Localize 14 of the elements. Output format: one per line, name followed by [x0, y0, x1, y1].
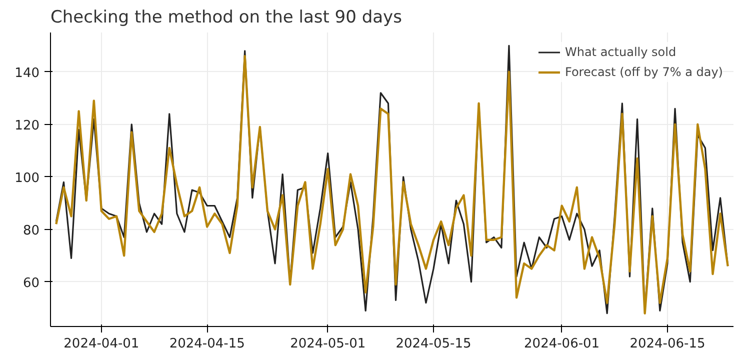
- y-tick-label: 120: [14, 118, 40, 134]
- x-tick-label: 2024-06-01: [524, 336, 600, 350]
- chart-title: Checking the method on the last 90 days: [50, 8, 402, 28]
- x-tick-label: 2024-04-01: [64, 336, 140, 350]
- y-tick-label: 80: [22, 223, 40, 238]
- y-tick-label: 140: [14, 66, 40, 81]
- y-tick-label: 60: [22, 276, 40, 291]
- y-tick-label: 100: [14, 170, 40, 186]
- x-tick-label: 2024-06-15: [630, 336, 706, 350]
- x-tick-label: 2024-05-15: [396, 336, 472, 350]
- x-tick-label: 2024-04-15: [169, 336, 245, 350]
- legend-label: What actually sold: [564, 45, 676, 59]
- legend-label: Forecast (off by 7% a day): [564, 65, 723, 79]
- x-tick-label: 2024-05-01: [290, 336, 366, 350]
